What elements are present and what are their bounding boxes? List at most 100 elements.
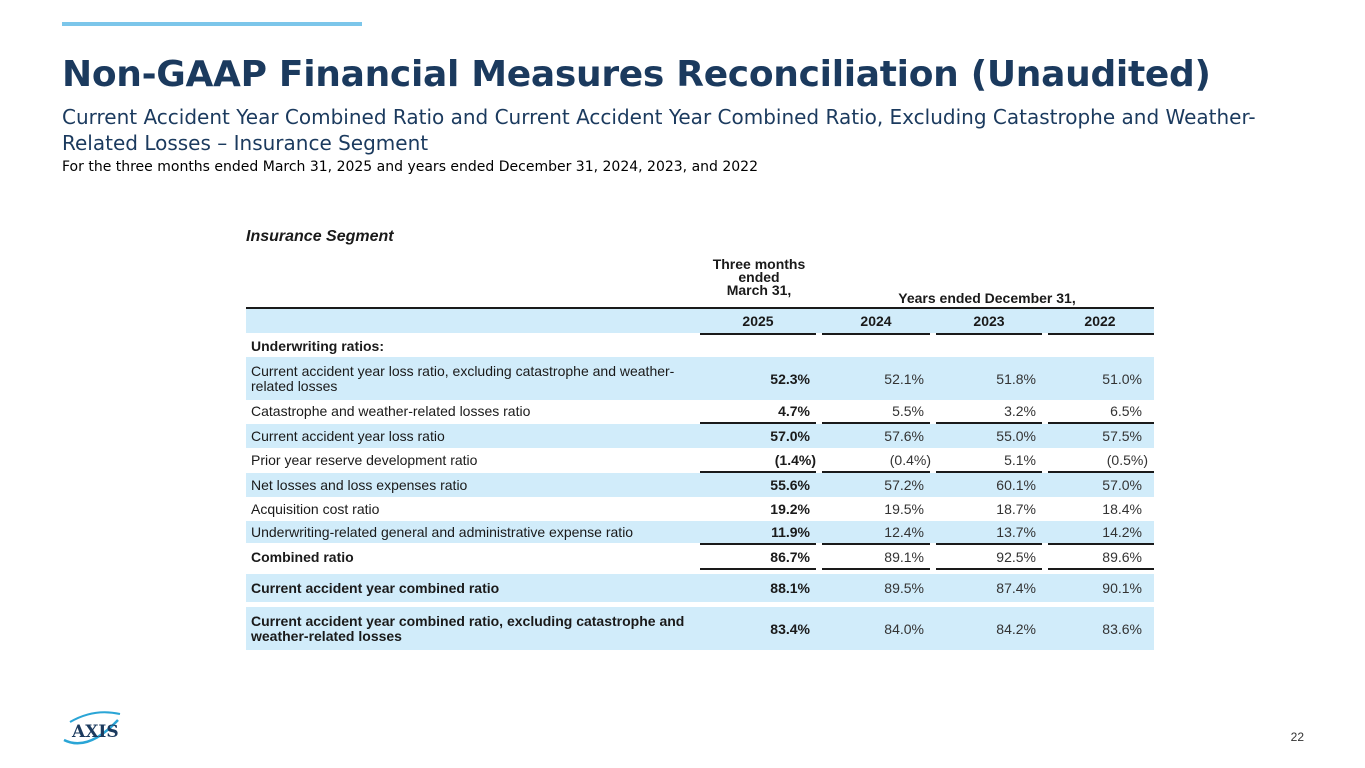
logo-swoosh-upper (69, 711, 121, 723)
value-2025: 4.7% (778, 403, 810, 419)
value-2023: 87.4% (996, 580, 1036, 596)
table-row: Current accident year combined ratio 88.… (246, 574, 1154, 602)
total-rule (936, 568, 1042, 570)
value-2023: 18.7% (996, 501, 1036, 517)
value-2024: 19.5% (884, 501, 924, 517)
value-2023: 51.8% (996, 370, 1036, 387)
axis-logo: AXIS (63, 711, 121, 745)
subtotal-rule (700, 471, 816, 473)
row-label: Current accident year combined ratio, ex… (251, 612, 685, 644)
subtotal-rule (822, 471, 930, 473)
page-subtitle: Current Accident Year Combined Ratio and… (62, 105, 1256, 155)
subtotal-rule (822, 422, 930, 424)
year-underline (700, 333, 816, 335)
table-row: Combined ratio 86.7% 89.1% 92.5% 89.6% (246, 545, 1154, 569)
year-2025: 2025 (742, 313, 774, 329)
value-2024: 52.1% (884, 370, 924, 387)
row-label: Current accident year loss ratio (251, 427, 445, 444)
subtotal-rule (1048, 543, 1154, 545)
header-rule (246, 307, 1154, 309)
value-2025: 55.6% (770, 477, 810, 493)
subtotal-rule (936, 543, 1042, 545)
accent-bar (62, 22, 362, 26)
year-underline (1048, 333, 1154, 335)
value-2023: 92.5% (996, 549, 1036, 565)
table-row: Acquisition cost ratio 19.2% 19.5% 18.7%… (246, 497, 1154, 521)
value-2024: 89.5% (884, 580, 924, 596)
year-header-row: 2025 2024 2023 2022 (246, 309, 1154, 333)
value-2025: 88.1% (770, 580, 810, 596)
value-2022: (0.5%) (1106, 452, 1148, 468)
value-2023: 5.1% (1004, 452, 1036, 468)
value-2024: 57.2% (884, 477, 924, 493)
three-months-header-line: ended (738, 269, 780, 285)
subtotal-rule (1048, 471, 1154, 473)
table-row: Current accident year loss ratio 57.0% 5… (246, 424, 1154, 448)
value-2022: 14.2% (1102, 524, 1142, 540)
value-2022: 57.5% (1102, 428, 1142, 444)
value-2025: (1.4%) (774, 452, 816, 468)
row-label: Underwriting-related general and adminis… (251, 523, 634, 540)
year-2023: 2023 (973, 313, 1005, 329)
value-2023: 60.1% (996, 477, 1036, 493)
value-2022: 83.6% (1102, 620, 1142, 637)
value-2023: 84.2% (996, 620, 1036, 637)
subtotal-rule (822, 543, 930, 545)
subtotal-rule (936, 422, 1042, 424)
three-months-header-line: March 31, (726, 282, 792, 298)
row-label: Net losses and loss expenses ratio (251, 476, 468, 493)
year-2024: 2024 (860, 313, 892, 329)
subtotal-rule (936, 471, 1042, 473)
row-label: Prior year reserve development ratio (251, 451, 478, 468)
value-2025: 86.7% (770, 549, 810, 565)
value-2024: 12.4% (884, 524, 924, 540)
value-2025: 19.2% (770, 501, 810, 517)
value-2024: 57.6% (884, 428, 924, 444)
value-2025: 11.9% (771, 524, 810, 540)
row-label: Current accident year loss ratio, exclud… (251, 362, 675, 394)
value-2022: 51.0% (1102, 370, 1142, 387)
value-2023: 3.2% (1004, 403, 1036, 419)
year-2022: 2022 (1084, 313, 1116, 329)
table-row: Net losses and loss expenses ratio 55.6%… (246, 473, 1154, 497)
table-row: Current accident year combined ratio, ex… (246, 607, 1154, 650)
value-2024: 89.1% (884, 549, 924, 565)
section-row: Underwriting ratios: (246, 335, 1154, 357)
value-2022: 57.0% (1102, 477, 1142, 493)
row-label: Combined ratio (251, 548, 354, 565)
subtotal-rule (700, 422, 816, 424)
value-2022: 18.4% (1102, 501, 1142, 517)
row-label: Catastrophe and weather-related losses r… (251, 402, 531, 419)
total-rule (822, 568, 930, 570)
year-underline (936, 333, 1042, 335)
section-label: Underwriting ratios: (251, 337, 385, 354)
value-2024: 5.5% (892, 403, 924, 419)
table-row: Current accident year loss ratio, exclud… (246, 357, 1154, 400)
total-rule (700, 568, 816, 570)
subtotal-rule (1048, 422, 1154, 424)
value-2023: 55.0% (996, 428, 1036, 444)
page-number: 22 (1290, 730, 1304, 744)
row-label: Current accident year combined ratio (251, 579, 500, 596)
total-rule (1048, 568, 1154, 570)
value-2024: 84.0% (884, 620, 924, 637)
value-2025: 52.3% (770, 370, 810, 387)
three-months-header: Three months ended March 31, (700, 256, 818, 298)
year-underline (822, 333, 930, 335)
value-2022: 90.1% (1102, 580, 1142, 596)
table-row: Catastrophe and weather-related losses r… (246, 400, 1154, 422)
years-ended-header: Years ended December 31, (898, 290, 1076, 306)
value-2024: (0.4%) (889, 452, 931, 468)
three-months-header-line: Three months (712, 256, 806, 272)
table-row: Underwriting-related general and adminis… (246, 521, 1154, 543)
subtotal-rule (700, 543, 816, 545)
logo-swoosh-lower (63, 719, 119, 745)
value-2022: 89.6% (1102, 549, 1142, 565)
period-description: For the three months ended March 31, 202… (62, 159, 758, 175)
value-2022: 6.5% (1110, 403, 1142, 419)
value-2023: 13.7% (996, 524, 1036, 540)
value-2025: 57.0% (770, 428, 810, 444)
page-title: Non-GAAP Financial Measures Reconciliati… (62, 54, 1211, 95)
logo-text: AXIS (71, 722, 119, 742)
segment-title: Insurance Segment (246, 228, 394, 245)
